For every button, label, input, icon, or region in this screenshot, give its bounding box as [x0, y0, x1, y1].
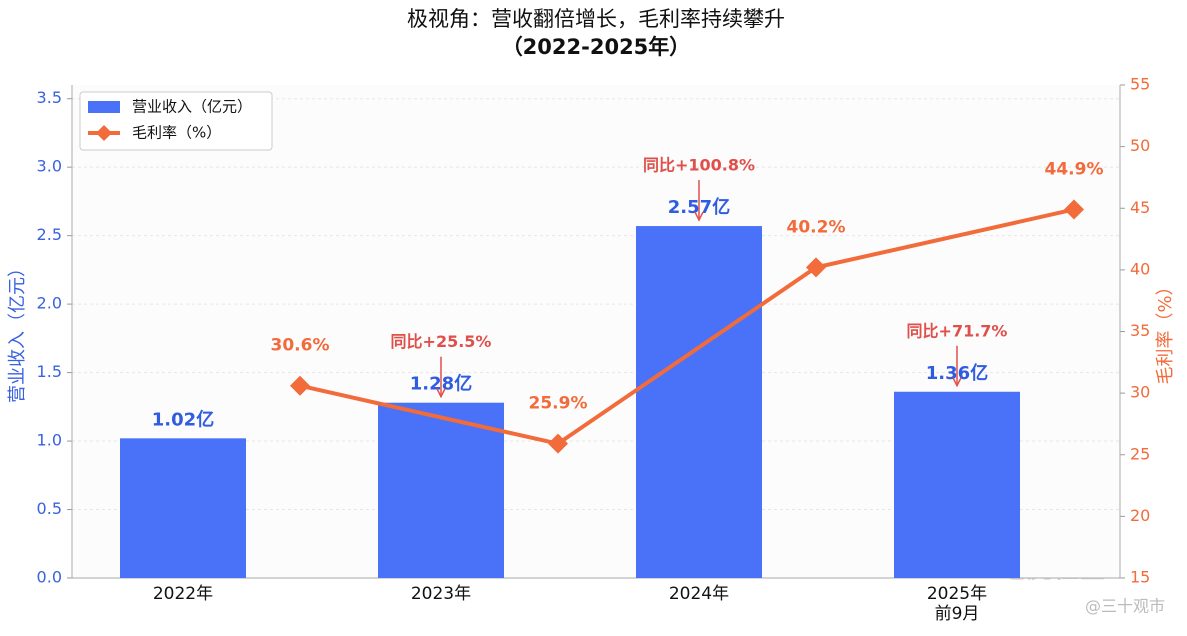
- chart-subtitle: （2022-2025年）: [502, 35, 691, 59]
- bar-value-label: 1.02亿: [152, 408, 214, 430]
- line-value-label: 30.6%: [271, 336, 330, 356]
- yoy-arrowhead: [436, 388, 446, 399]
- bar: [636, 226, 762, 578]
- y-tick-label: 3.0: [37, 157, 62, 176]
- line: [299, 207, 1075, 446]
- x-tick-label: 2022年: [152, 584, 214, 604]
- bar: [378, 402, 504, 578]
- line-marker: [806, 257, 826, 278]
- legend-label: 营业收入（亿元）: [132, 98, 252, 116]
- x-tick-label: 2023年: [410, 584, 472, 604]
- x-tick-label: 2024年: [668, 584, 730, 604]
- y-tick-label: 2.0: [37, 294, 62, 313]
- yoy-label: 同比+100.8%: [643, 156, 755, 175]
- y2-tick-label: 35: [1130, 321, 1150, 340]
- line-marker: [548, 433, 568, 454]
- y-tick-label: 1.5: [37, 362, 62, 381]
- y2-tick-label: 30: [1130, 383, 1150, 402]
- legend-swatch: [88, 101, 120, 113]
- y-tick-label: 1.0: [37, 431, 62, 450]
- y-tick-label: 0.5: [37, 499, 62, 518]
- x-tick-label: 2025年 前9月: [926, 584, 988, 624]
- line-value-label: 40.2%: [787, 217, 846, 237]
- bar: [894, 391, 1020, 578]
- line-marker: [1064, 199, 1084, 220]
- legend-swatch: [96, 125, 112, 141]
- y-tick-label: 0.0: [37, 568, 62, 587]
- bar: [120, 438, 246, 578]
- y2-tick-label: 25: [1130, 444, 1150, 463]
- y2-tick-label: 55: [1130, 75, 1150, 94]
- y-tick-label: 2.5: [37, 225, 62, 244]
- yoy-label: 同比+25.5%: [391, 332, 492, 351]
- y2-tick-label: 50: [1130, 136, 1150, 155]
- y2-tick-label: 45: [1130, 198, 1150, 217]
- y2-tick-label: 40: [1130, 259, 1150, 278]
- y2-tick-label: 15: [1130, 568, 1150, 587]
- legend-label: 毛利率（%）: [132, 124, 221, 142]
- y2-tick-label: 20: [1130, 506, 1150, 525]
- watermark: @三十观市: [1085, 597, 1165, 616]
- yoy-arrowhead: [952, 377, 962, 388]
- y-axis-label: 营业收入（亿元）: [7, 259, 28, 403]
- line-value-label: 25.9%: [529, 394, 588, 414]
- y-tick-label: 3.5: [37, 88, 62, 107]
- y2-axis-label: 毛利率（%）: [1155, 277, 1176, 384]
- yoy-arrowhead: [694, 211, 704, 222]
- chart-title: 极视角：营收翻倍增长，毛利率持续攀升: [407, 7, 785, 31]
- yoy-label: 同比+71.7%: [907, 321, 1008, 340]
- line-marker: [290, 375, 310, 396]
- legend-box: [79, 91, 273, 151]
- line-value-label: 44.9%: [1045, 159, 1104, 179]
